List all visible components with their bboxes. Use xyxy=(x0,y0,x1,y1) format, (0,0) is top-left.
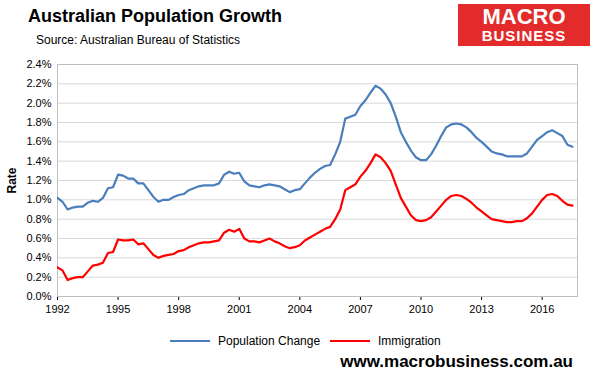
svg-text:2.4%: 2.4% xyxy=(26,58,51,70)
svg-text:2.2%: 2.2% xyxy=(26,77,51,89)
html-text:BUSINESS: BUSINESS xyxy=(481,27,567,44)
svg-text:1.6%: 1.6% xyxy=(26,135,51,147)
html-text:Immigration: Immigration xyxy=(378,334,441,348)
svg-text:2016: 2016 xyxy=(530,303,554,315)
svg-text:1.4%: 1.4% xyxy=(26,155,51,167)
svg-text:0.8%: 0.8% xyxy=(26,213,51,225)
svg-text:Rate: Rate xyxy=(5,167,19,193)
svg-text:0.2%: 0.2% xyxy=(26,271,51,283)
svg-text:1998: 1998 xyxy=(166,303,190,315)
svg-text:0.4%: 0.4% xyxy=(26,251,51,263)
svg-text:2001: 2001 xyxy=(227,303,251,315)
svg-text:2010: 2010 xyxy=(409,303,433,315)
html-text:Source: Australian Bureau of S: Source: Australian Bureau of Statistics xyxy=(36,33,241,47)
svg-text:1.2%: 1.2% xyxy=(26,174,51,186)
svg-text:2.0%: 2.0% xyxy=(26,97,51,109)
svg-text:1992: 1992 xyxy=(45,303,69,315)
svg-text:2007: 2007 xyxy=(348,303,372,315)
svg-text:1995: 1995 xyxy=(106,303,130,315)
svg-text:2004: 2004 xyxy=(288,303,312,315)
svg-text:0.6%: 0.6% xyxy=(26,232,51,244)
html-text:Population Change: Population Change xyxy=(218,334,321,348)
svg-text:1.8%: 1.8% xyxy=(26,116,51,128)
svg-text:2013: 2013 xyxy=(469,303,493,315)
svg-text:1.0%: 1.0% xyxy=(26,193,51,205)
html-text:MACRO: MACRO xyxy=(482,4,566,29)
html-text:www.macrobusiness.com.au: www.macrobusiness.com.au xyxy=(340,352,573,371)
html-text:Australian Population Growth: Australian Population Growth xyxy=(28,6,282,26)
svg-text:0.0%: 0.0% xyxy=(26,290,51,302)
